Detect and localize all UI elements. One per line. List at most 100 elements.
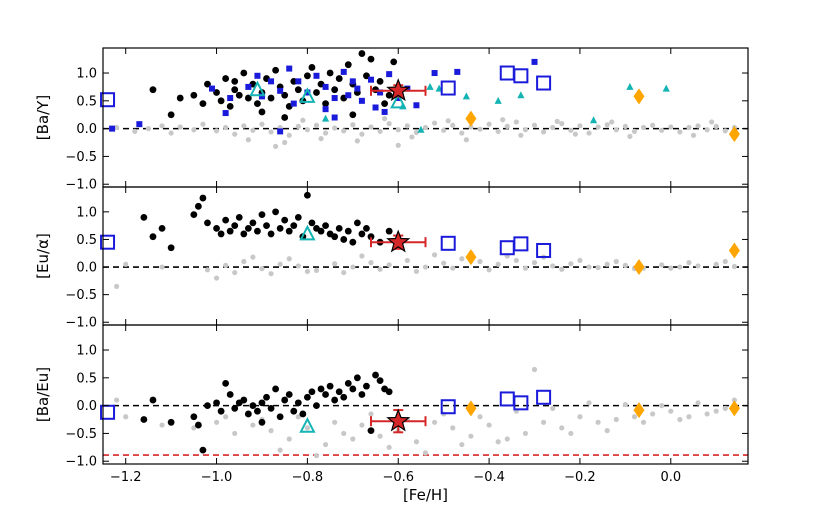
grey-point [577, 414, 583, 420]
grey-point [713, 123, 719, 129]
black-point [304, 191, 311, 199]
blue-open-square-point [536, 75, 552, 91]
black-point [244, 225, 252, 232]
x-tick-label: 0.0 [660, 470, 681, 485]
blue-square-point [209, 85, 216, 92]
y-tick-label: 1.0 [76, 205, 97, 220]
black-point [367, 55, 375, 63]
grey-point [431, 120, 438, 126]
grey-point [145, 126, 152, 132]
grey-point [409, 134, 415, 140]
black-point [317, 227, 325, 235]
grey-point [627, 133, 633, 140]
blue-square-point [386, 71, 393, 78]
grey-point [550, 124, 556, 131]
blue-square-point [377, 89, 384, 96]
blue-square-point [245, 83, 252, 90]
blue-square-point [413, 102, 420, 109]
grey-point [377, 433, 383, 439]
black-point [231, 86, 239, 94]
grey-point [395, 142, 401, 148]
grey-point [295, 263, 301, 269]
black-point [199, 100, 207, 107]
grey-point [568, 127, 574, 133]
orange-diamond-point [465, 400, 477, 417]
black-point [331, 233, 339, 241]
black-point [308, 219, 316, 227]
cyan-open-triangle-point [249, 80, 266, 97]
grey-point [304, 127, 311, 133]
grey-point [431, 252, 438, 258]
cyan-triangle-point [494, 96, 502, 104]
star-icon [386, 408, 411, 432]
grey-point [250, 127, 256, 133]
grey-point [413, 439, 420, 445]
grey-point [604, 261, 610, 267]
grey-point [559, 121, 565, 127]
blue-square-point [277, 87, 284, 94]
grey-point [531, 366, 538, 373]
black-point [167, 111, 175, 119]
grey-point [114, 283, 120, 289]
black-point [376, 77, 384, 85]
grey-point [286, 256, 292, 262]
y-tick-label: 0.5 [76, 233, 97, 248]
grey-point [486, 267, 492, 273]
black-point [254, 100, 261, 107]
grey-point [114, 397, 120, 403]
grey-point [377, 266, 383, 272]
grey-point [586, 130, 592, 136]
blue-square-point [295, 78, 302, 85]
blue-open-square-point [513, 68, 529, 84]
grey-point [445, 118, 451, 124]
grey-point [359, 131, 365, 137]
black-point [240, 396, 248, 404]
black-point [340, 393, 348, 401]
grey-point [286, 132, 292, 138]
grey-point [382, 116, 388, 122]
y-tick-label: 0.0 [76, 122, 97, 137]
grey-point [686, 124, 692, 131]
grey-point [677, 416, 683, 423]
grey-point [341, 128, 347, 134]
cyan-open-triangle-point [299, 87, 316, 103]
blue-square-point [254, 72, 261, 79]
black-point [222, 75, 230, 82]
black-point [281, 216, 289, 224]
black-point [258, 211, 266, 219]
x-tick-label: −0.6 [382, 470, 414, 485]
black-point [213, 225, 220, 232]
black-point [322, 100, 329, 107]
grey-point [232, 131, 238, 137]
grey-point [722, 258, 728, 265]
black-point [249, 219, 257, 227]
black-point [304, 72, 311, 80]
grey-point [731, 397, 737, 403]
blue-square-point [354, 85, 361, 92]
grey-point [577, 257, 583, 264]
black-point [349, 238, 357, 246]
grey-point [259, 121, 265, 127]
black-point [326, 382, 334, 390]
grey-point [404, 123, 410, 129]
grey-point [559, 266, 565, 272]
y-tick-label: 1.0 [76, 344, 97, 359]
grey-point [422, 124, 429, 131]
blue-square-point [395, 95, 402, 102]
black-point [199, 446, 207, 454]
grey-point [586, 400, 592, 406]
orange-diamond-point [728, 126, 740, 143]
grey-point [223, 414, 229, 420]
y-tick-label: 0.5 [76, 371, 97, 386]
black-point [231, 77, 239, 85]
grey-point [704, 127, 710, 133]
grey-point [604, 428, 610, 434]
black-point [363, 382, 370, 390]
y-axis-label: [Ba/Y] [34, 95, 52, 140]
black-point [272, 208, 280, 216]
cyan-open-triangle-point [299, 417, 316, 433]
x-tick-label: −0.8 [292, 470, 324, 485]
black-point [199, 194, 207, 202]
black-point [299, 410, 307, 418]
grey-point [504, 436, 510, 442]
